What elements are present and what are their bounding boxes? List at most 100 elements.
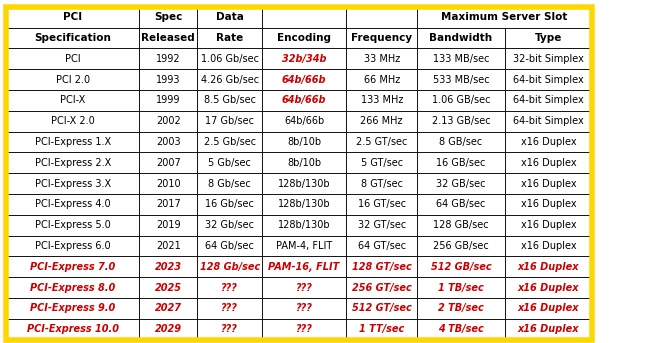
Bar: [262, 173, 346, 194]
Bar: [6, 90, 139, 111]
Text: 64b/66b: 64b/66b: [284, 116, 324, 126]
Text: 512 GT/sec: 512 GT/sec: [352, 303, 411, 314]
Text: 64-bit Simplex: 64-bit Simplex: [513, 116, 584, 126]
Bar: [346, 90, 417, 111]
Text: 266 MHz: 266 MHz: [360, 116, 403, 126]
Bar: [262, 298, 346, 319]
Text: 8b/10b: 8b/10b: [287, 158, 321, 168]
Bar: [6, 277, 139, 298]
Bar: [6, 298, 139, 319]
Bar: [262, 152, 346, 173]
Bar: [417, 277, 505, 298]
Bar: [505, 28, 592, 48]
Text: ???: ???: [221, 283, 238, 293]
Bar: [6, 215, 139, 236]
Text: 64 Gb/sec: 64 Gb/sec: [205, 241, 254, 251]
Bar: [346, 7, 417, 28]
Bar: [6, 173, 139, 194]
Text: x16 Duplex: x16 Duplex: [521, 158, 576, 168]
Bar: [6, 236, 139, 257]
Text: 128b/130b: 128b/130b: [278, 220, 331, 230]
Bar: [505, 298, 592, 319]
Bar: [6, 28, 139, 48]
Text: 2023: 2023: [155, 262, 182, 272]
Bar: [197, 277, 262, 298]
Text: 33 MHz: 33 MHz: [364, 54, 400, 64]
Bar: [346, 132, 417, 152]
Text: 2 TB/sec: 2 TB/sec: [438, 303, 484, 314]
Text: ???: ???: [221, 324, 238, 334]
Bar: [417, 90, 505, 111]
Text: 1999: 1999: [156, 95, 181, 105]
Text: Specification: Specification: [34, 33, 111, 43]
Bar: [139, 319, 197, 340]
Text: PCI-Express 4.0: PCI-Express 4.0: [35, 199, 111, 210]
Text: PAM-4, FLIT: PAM-4, FLIT: [276, 241, 332, 251]
Bar: [346, 319, 417, 340]
Text: 2010: 2010: [156, 179, 181, 189]
Text: 66 MHz: 66 MHz: [364, 75, 400, 85]
Bar: [346, 236, 417, 257]
Text: PCI-Express 1.X: PCI-Express 1.X: [35, 137, 111, 147]
Bar: [6, 257, 139, 277]
Text: PCI-Express 7.0: PCI-Express 7.0: [30, 262, 115, 272]
Bar: [262, 257, 346, 277]
Bar: [417, 7, 592, 28]
Bar: [6, 152, 139, 173]
Bar: [417, 48, 505, 69]
Bar: [139, 236, 197, 257]
Text: 32-bit Simplex: 32-bit Simplex: [513, 54, 584, 64]
Text: x16 Duplex: x16 Duplex: [521, 137, 576, 147]
Bar: [197, 7, 262, 28]
Text: 2021: 2021: [156, 241, 181, 251]
Bar: [197, 111, 262, 132]
Bar: [197, 90, 262, 111]
Bar: [139, 132, 197, 152]
Text: x16 Duplex: x16 Duplex: [521, 179, 576, 189]
Bar: [139, 298, 197, 319]
Bar: [6, 319, 139, 340]
Bar: [197, 319, 262, 340]
Text: ???: ???: [296, 303, 313, 314]
Bar: [505, 173, 592, 194]
Text: 2002: 2002: [156, 116, 181, 126]
Text: 8.5 Gb/sec: 8.5 Gb/sec: [204, 95, 256, 105]
Text: 133 MB/sec: 133 MB/sec: [433, 54, 489, 64]
Bar: [6, 132, 139, 152]
Text: 1992: 1992: [156, 54, 181, 64]
Text: x16 Duplex: x16 Duplex: [518, 303, 579, 314]
Text: 5 GT/sec: 5 GT/sec: [360, 158, 403, 168]
Text: 64b/66b: 64b/66b: [282, 75, 326, 85]
Text: 1 TB/sec: 1 TB/sec: [438, 283, 484, 293]
Text: Spec: Spec: [154, 12, 182, 22]
Bar: [262, 69, 346, 90]
Bar: [262, 319, 346, 340]
Bar: [505, 48, 592, 69]
Bar: [139, 215, 197, 236]
Bar: [505, 319, 592, 340]
Bar: [346, 28, 417, 48]
Text: 2.5 GT/sec: 2.5 GT/sec: [356, 137, 408, 147]
Text: PCI-Express 5.0: PCI-Express 5.0: [35, 220, 111, 230]
Bar: [139, 257, 197, 277]
Text: 2.5 Gb/sec: 2.5 Gb/sec: [204, 137, 256, 147]
Text: 128 Gb/sec: 128 Gb/sec: [199, 262, 260, 272]
Bar: [197, 215, 262, 236]
Bar: [197, 69, 262, 90]
Bar: [505, 215, 592, 236]
Text: PCI-X: PCI-X: [60, 95, 85, 105]
Text: x16 Duplex: x16 Duplex: [518, 262, 579, 272]
Text: PCI: PCI: [65, 54, 81, 64]
Text: 8 GB/sec: 8 GB/sec: [439, 137, 483, 147]
Bar: [417, 173, 505, 194]
Bar: [6, 7, 139, 28]
Text: 32b/34b: 32b/34b: [282, 54, 326, 64]
Bar: [139, 48, 197, 69]
Bar: [262, 236, 346, 257]
Bar: [505, 257, 592, 277]
Text: Type: Type: [534, 33, 562, 43]
Bar: [139, 194, 197, 215]
Text: PCI-X 2.0: PCI-X 2.0: [51, 116, 94, 126]
Bar: [6, 194, 139, 215]
Text: 2025: 2025: [155, 283, 182, 293]
